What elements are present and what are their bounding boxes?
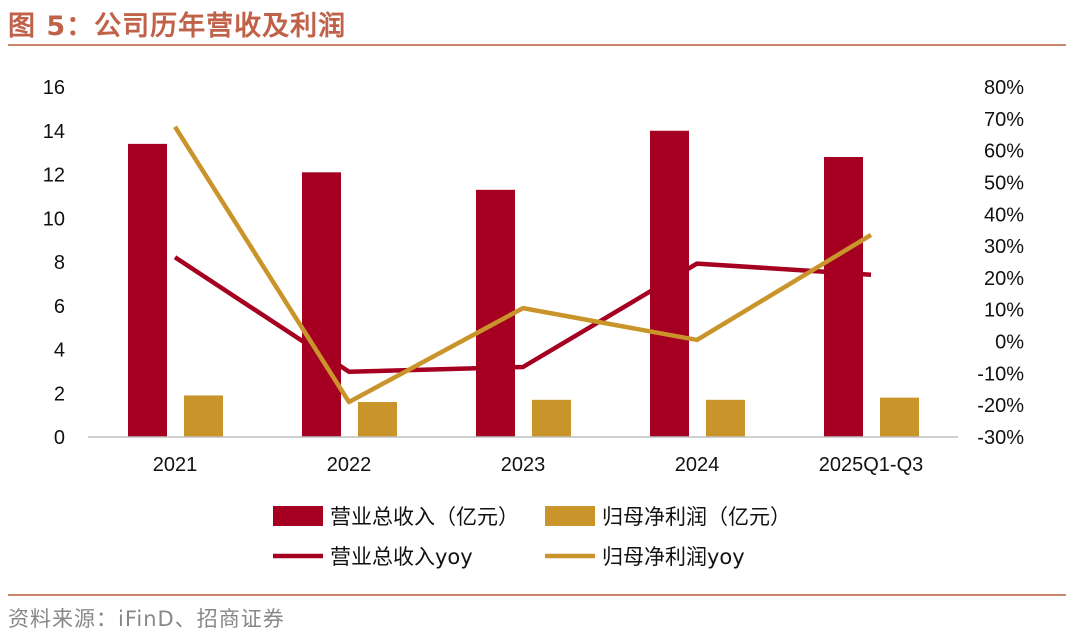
right-axis-tick-label: 60% (984, 141, 1024, 163)
revenue-bar (302, 172, 341, 437)
right-axis-tick-label: 70% (984, 109, 1024, 131)
left-axis-tick-label: 16 (43, 77, 65, 99)
profit-bar (532, 399, 571, 437)
right-axis-tick-label: -20% (977, 395, 1024, 417)
right-axis-tick-label: 40% (984, 204, 1024, 226)
left-axis-tick-label: 0 (54, 427, 65, 449)
right-axis-tick-label: 20% (984, 268, 1024, 290)
x-axis-category-label: 2021 (153, 454, 198, 476)
figure-title: 图 5：公司历年营收及利润 (8, 11, 347, 42)
left-axis-tick-label: 8 (54, 252, 65, 274)
right-axis-tick-label: 10% (984, 300, 1024, 322)
legend-revenue-bar-label: 营业总收入（亿元） (330, 505, 519, 529)
profit-bar (358, 402, 397, 437)
left-axis-tick-label: 14 (43, 121, 65, 143)
left-axis-tick-label: 10 (43, 208, 65, 230)
legend-profit-yoy-label: 归母净利润yoy (602, 545, 745, 569)
x-axis-category-label: 2022 (327, 454, 372, 476)
right-axis-tick-label: 50% (984, 172, 1024, 194)
profit-bar (706, 399, 745, 437)
revenue-bar (824, 157, 863, 437)
profit-bar (880, 397, 919, 437)
footer-divider (8, 594, 1066, 596)
x-axis-category-label: 2023 (501, 454, 546, 476)
right-axis-tick-label: -10% (977, 363, 1024, 385)
right-axis-tick-label: 80% (984, 77, 1024, 99)
legend-revenue-yoy-label: 营业总收入yoy (330, 545, 473, 569)
legend-revenue-bar-swatch (273, 506, 323, 526)
source-note: 资料来源：iFinD、招商证券 (8, 607, 285, 631)
left-axis-tick-label: 4 (54, 340, 65, 362)
left-axis-tick-label: 6 (54, 296, 65, 318)
revenue-bar (650, 130, 689, 437)
profit-bar (184, 395, 223, 437)
profit-yoy-line (173, 125, 873, 405)
legend-profit-bar-label: 归母净利润（亿元） (602, 505, 791, 529)
revenue-profit-chart: 0 2 4 6 8 10 12 14 16 -30% -20% -10% 0% 10% 20% 30% 40% 5… (43, 77, 1024, 569)
legend-profit-bar-swatch (545, 506, 595, 526)
left-axis-tick-label: 12 (43, 165, 65, 187)
x-axis-category-label: 2024 (675, 454, 720, 476)
revenue-bar (128, 143, 167, 437)
right-axis-tick-label: 30% (984, 236, 1024, 258)
x-axis-category-label: 2025Q1-Q3 (819, 454, 924, 476)
revenue-yoy-line (173, 255, 872, 375)
right-axis-tick-label: -30% (977, 427, 1024, 449)
right-axis-tick-label: 0% (995, 332, 1024, 354)
title-divider (8, 44, 1066, 46)
left-axis-tick-label: 2 (54, 383, 65, 405)
